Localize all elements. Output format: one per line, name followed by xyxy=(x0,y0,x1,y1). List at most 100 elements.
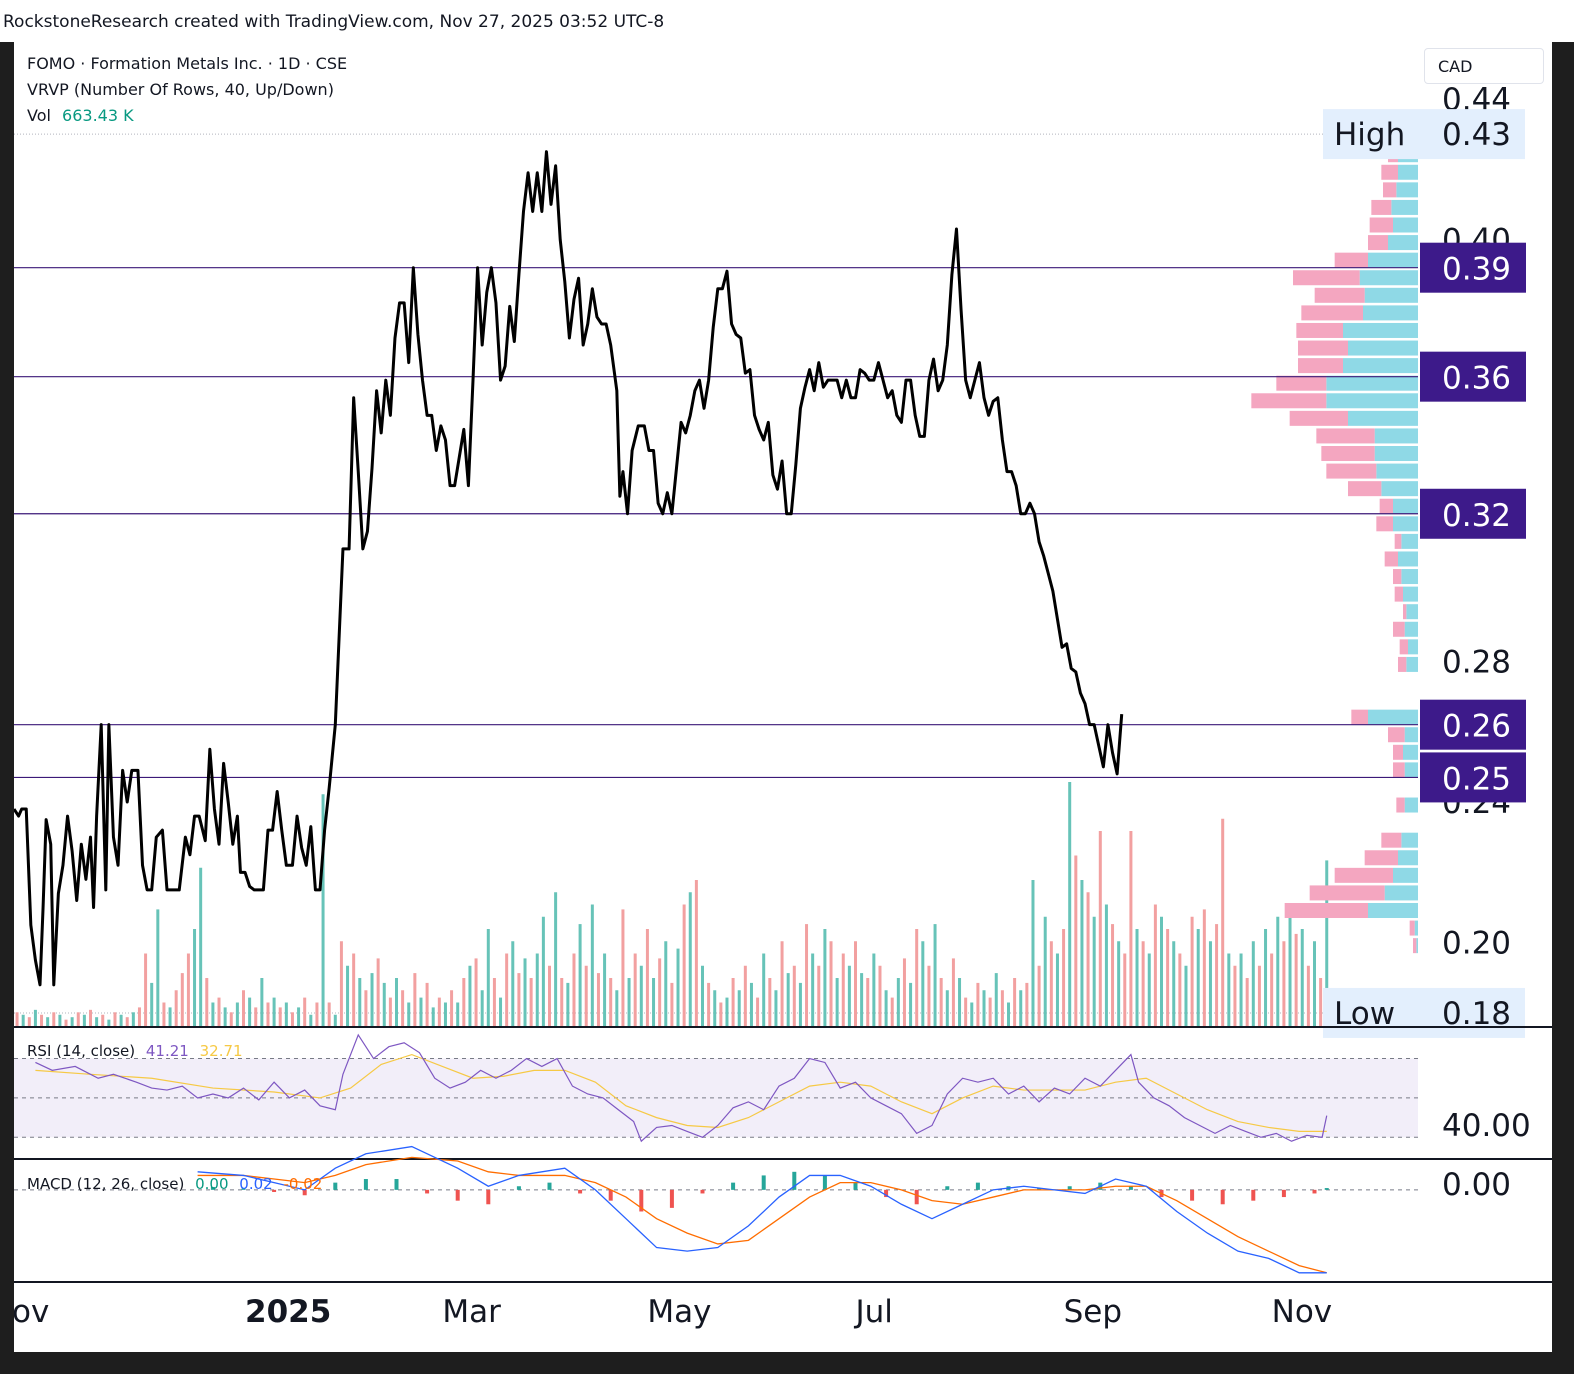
volume-bar xyxy=(701,965,704,1027)
volume-bar xyxy=(1233,965,1237,1027)
volume-bar xyxy=(866,978,870,1027)
volume-bar xyxy=(639,965,643,1027)
low-badge-bg xyxy=(1323,987,1525,1038)
volume-bar xyxy=(499,997,503,1027)
macd-histogram-bar xyxy=(1190,1189,1195,1201)
volume-bar xyxy=(1251,941,1255,1027)
volume-legend-value: 663.43 K xyxy=(62,106,134,125)
volume-profile-down xyxy=(1289,410,1348,426)
volume-profile-down xyxy=(1388,727,1405,743)
volume-profile-up xyxy=(1374,446,1418,462)
volume-bar xyxy=(774,990,778,1027)
volume-profile-down xyxy=(1381,164,1398,180)
volume-bar xyxy=(40,1014,44,1027)
volume-bar xyxy=(1043,916,1047,1027)
volume-bar xyxy=(376,958,380,1027)
volume-bar xyxy=(652,978,656,1027)
macd-histogram-bar xyxy=(608,1189,613,1201)
volume-bar xyxy=(951,958,955,1027)
volume-profile-up xyxy=(1326,393,1418,409)
volume-bar xyxy=(1074,855,1078,1027)
volume-bar xyxy=(1184,965,1188,1027)
volume-bar xyxy=(1313,941,1316,1027)
volume-bar xyxy=(468,965,472,1027)
macd-histogram-bar xyxy=(1324,1188,1329,1190)
currency-button[interactable]: CAD xyxy=(1424,48,1544,84)
volume-bar xyxy=(1104,904,1108,1027)
volume-bar xyxy=(1239,953,1243,1027)
volume-bar xyxy=(248,997,252,1027)
symbol-legend[interactable]: FOMO · Formation Metals Inc. · 1D · CSE xyxy=(27,54,348,73)
time-axis-label: May xyxy=(647,1294,711,1330)
volume-bar xyxy=(52,1012,56,1027)
volume-bar xyxy=(27,1017,31,1027)
volume-profile-down xyxy=(1394,533,1402,549)
volume-legend[interactable]: Vol 663.43 K xyxy=(27,106,134,125)
volume-bar xyxy=(731,978,735,1027)
volume-profile-down xyxy=(1293,270,1360,286)
volume-bar xyxy=(719,1002,723,1027)
volume-bar xyxy=(156,909,160,1027)
volume-bar xyxy=(1202,909,1206,1027)
macd-histogram-bar xyxy=(302,1189,307,1196)
macd-histogram-bar xyxy=(1251,1189,1256,1201)
chart-panel[interactable]: 0.44 0.40 0.28 0.24 0.20 High 0.43 Low 0.18 0.39 0… xyxy=(14,42,1552,1352)
level-badge xyxy=(1420,242,1526,293)
volume-bar xyxy=(560,978,564,1027)
volume-bar xyxy=(1215,924,1219,1027)
volume-profile-up xyxy=(1404,762,1418,778)
volume-bar xyxy=(829,941,833,1027)
volume-bar xyxy=(756,997,760,1027)
volume-profile-up xyxy=(1348,410,1418,426)
volume-bar xyxy=(505,953,509,1027)
volume-profile-up xyxy=(1406,656,1418,672)
volume-profile-down xyxy=(1384,551,1398,567)
volume-bar xyxy=(1117,941,1121,1027)
volume-bar xyxy=(1282,941,1286,1027)
volume-bar xyxy=(1123,953,1127,1027)
volume-bar xyxy=(1257,965,1261,1027)
volume-bar xyxy=(101,1014,105,1027)
volume-profile-down xyxy=(1403,604,1407,620)
volume-bar xyxy=(860,973,864,1027)
volume-profile-up xyxy=(1374,428,1418,444)
volume-bar xyxy=(572,953,576,1027)
level-badge xyxy=(1420,351,1526,402)
volume-profile-down xyxy=(1301,305,1363,321)
volume-bar xyxy=(921,941,925,1027)
time-axis-label: Nov xyxy=(1272,1294,1333,1330)
macd-legend[interactable]: MACD (12, 26, close) 0.00 0.02 -0.02 xyxy=(27,1175,322,1193)
volume-bar xyxy=(1300,929,1304,1027)
volume-profile-up xyxy=(1398,850,1418,866)
low-badge-value: 0.18 xyxy=(1442,996,1511,1032)
volume-bar xyxy=(339,941,343,1027)
volume-bar xyxy=(1025,982,1029,1027)
volume-profile-up xyxy=(1396,182,1418,198)
volume-bar xyxy=(707,982,711,1027)
rsi-axis-label: 40.00 xyxy=(1442,1108,1531,1144)
rsi-ma-legend-value: 32.71 xyxy=(199,1042,243,1060)
volume-bar xyxy=(964,997,968,1027)
volume-profile-down xyxy=(1394,586,1403,602)
volume-profile-down xyxy=(1393,621,1405,637)
macd-legend-signal: -0.02 xyxy=(283,1175,323,1193)
volume-profile-down xyxy=(1351,709,1368,725)
rsi-legend[interactable]: RSI (14, close) 41.21 32.71 xyxy=(27,1042,243,1060)
volume-bar xyxy=(242,990,245,1027)
volume-bar xyxy=(615,990,619,1027)
volume-bar xyxy=(193,929,197,1027)
vrvp-legend[interactable]: VRVP (Number Of Rows, 40, Up/Down) xyxy=(27,80,334,99)
volume-profile-down xyxy=(1298,358,1343,374)
volume-bar xyxy=(33,1009,37,1027)
volume-profile-down xyxy=(1396,797,1405,813)
volume-bar xyxy=(645,929,649,1027)
volume-bar xyxy=(315,1002,319,1027)
volume-bar xyxy=(205,978,209,1027)
volume-profile-down xyxy=(1316,428,1375,444)
volume-bar xyxy=(805,924,809,1027)
volume-bar xyxy=(609,978,613,1027)
volume-profile-down xyxy=(1368,235,1388,251)
volume-bar xyxy=(1208,941,1212,1027)
rsi-legend-value: 41.21 xyxy=(145,1042,189,1060)
